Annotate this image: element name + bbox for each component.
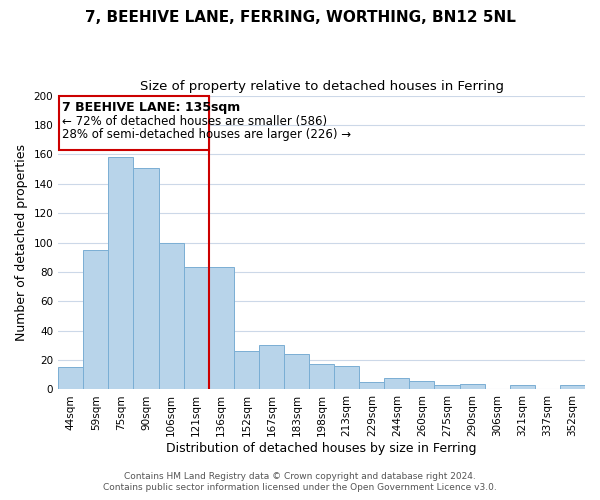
Bar <box>259 346 284 390</box>
Bar <box>133 168 158 390</box>
X-axis label: Distribution of detached houses by size in Ferring: Distribution of detached houses by size … <box>166 442 477 455</box>
Bar <box>209 268 234 390</box>
Text: 7 BEEHIVE LANE: 135sqm: 7 BEEHIVE LANE: 135sqm <box>62 102 241 114</box>
Bar <box>109 158 133 390</box>
Bar <box>359 382 385 390</box>
Bar <box>385 378 409 390</box>
Bar <box>309 364 334 390</box>
Bar <box>334 366 359 390</box>
Bar <box>409 380 434 390</box>
Bar <box>284 354 309 390</box>
Bar <box>460 384 485 390</box>
Bar <box>83 250 109 390</box>
Bar <box>184 268 209 390</box>
Title: Size of property relative to detached houses in Ferring: Size of property relative to detached ho… <box>140 80 503 93</box>
Y-axis label: Number of detached properties: Number of detached properties <box>15 144 28 341</box>
Bar <box>434 385 460 390</box>
Bar <box>58 368 83 390</box>
Text: 28% of semi-detached houses are larger (226) →: 28% of semi-detached houses are larger (… <box>62 128 352 141</box>
Bar <box>158 242 184 390</box>
Bar <box>234 352 259 390</box>
FancyBboxPatch shape <box>59 96 209 150</box>
Bar <box>510 385 535 390</box>
Text: Contains HM Land Registry data © Crown copyright and database right 2024.
Contai: Contains HM Land Registry data © Crown c… <box>103 472 497 492</box>
Text: 7, BEEHIVE LANE, FERRING, WORTHING, BN12 5NL: 7, BEEHIVE LANE, FERRING, WORTHING, BN12… <box>85 10 515 25</box>
Text: ← 72% of detached houses are smaller (586): ← 72% of detached houses are smaller (58… <box>62 114 328 128</box>
Bar <box>560 385 585 390</box>
